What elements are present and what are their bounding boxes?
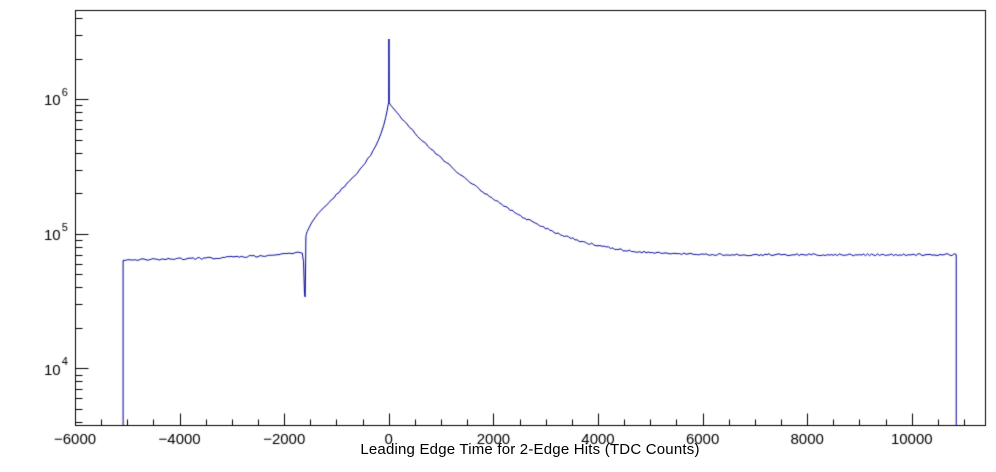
- x-axis-title: Leading Edge Time for 2-Edge Hits (TDC C…: [360, 441, 700, 458]
